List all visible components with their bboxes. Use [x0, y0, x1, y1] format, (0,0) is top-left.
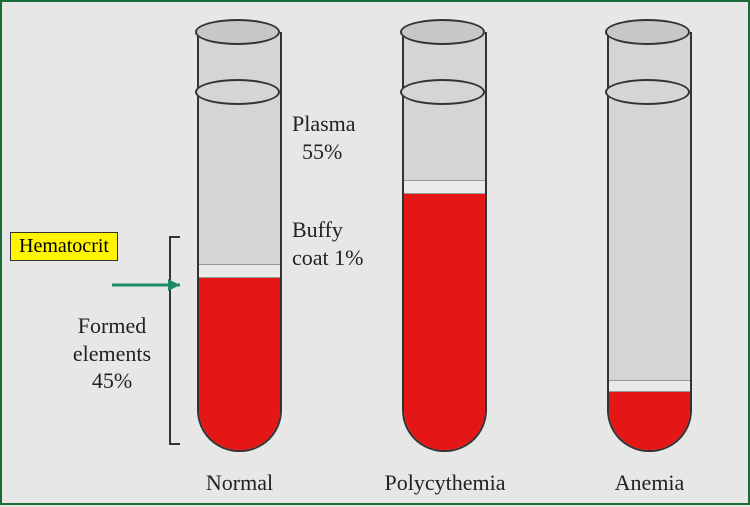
- rbc-polycythemia: [404, 194, 485, 450]
- tube-top-ellipse-polycythemia: [400, 19, 485, 45]
- rbc-anemia: [609, 392, 690, 450]
- tube-label-anemia: Anemia: [607, 470, 692, 496]
- tube-label-normal: Normal: [197, 470, 282, 496]
- plasma-ellipse-polycythemia: [400, 79, 485, 105]
- tube-normal: [197, 32, 282, 452]
- buffy-coat-normal: [199, 264, 280, 278]
- hematocrit-text: Hematocrit: [19, 235, 109, 257]
- tube-polycythemia: [402, 32, 487, 452]
- plasma-ellipse-anemia: [605, 79, 690, 105]
- rbc-normal: [199, 278, 280, 450]
- buffy-text: Buffy: [292, 217, 343, 242]
- formed-text1: Formed: [78, 313, 146, 338]
- plasma-ellipse-normal: [195, 79, 280, 105]
- buffy-label: Buffy coat 1%: [292, 216, 363, 271]
- formed-label: Formed elements 45%: [57, 312, 167, 395]
- buffy-pct: coat 1%: [292, 245, 363, 270]
- plasma-text: Plasma: [292, 111, 356, 136]
- plasma-pct: 55%: [292, 139, 342, 164]
- buffy-coat-polycythemia: [404, 180, 485, 194]
- tube-top-ellipse-anemia: [605, 19, 690, 45]
- hematocrit-tag: Hematocrit: [10, 232, 118, 261]
- plasma-label: Plasma 55%: [292, 110, 356, 165]
- formed-text2: elements: [73, 341, 151, 366]
- tube-anemia: [607, 32, 692, 452]
- tube-top-ellipse-normal: [195, 19, 280, 45]
- buffy-coat-anemia: [609, 380, 690, 392]
- tube-label-polycythemia: Polycythemia: [380, 470, 510, 496]
- formed-pct: 45%: [92, 368, 132, 393]
